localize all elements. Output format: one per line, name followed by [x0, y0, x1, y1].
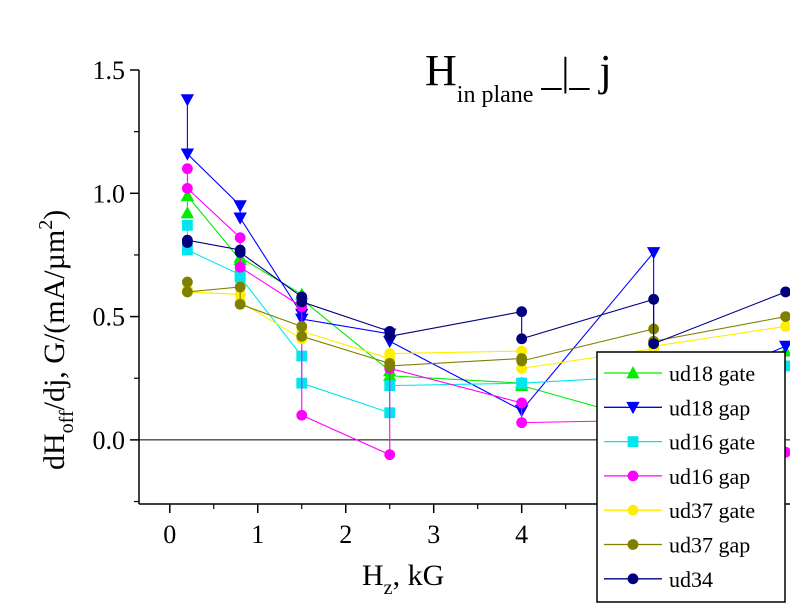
data-point: [648, 338, 660, 350]
y-axis-title-e: ): [38, 210, 71, 220]
legend: ud18 gate ud18 gap ud16 gate ud16 gap ud37 g…: [596, 351, 786, 603]
y-axis-title-c: /dj, G/(mA/µm: [38, 230, 71, 411]
data-point: [646, 247, 661, 260]
data-point: [384, 449, 396, 461]
data-point: [181, 219, 193, 231]
data-point: [180, 188, 195, 202]
x-tick-label: 3: [427, 520, 440, 549]
data-point: [180, 206, 195, 219]
data-point: [234, 232, 246, 244]
legend-marker: [627, 436, 639, 448]
legend-marker: [626, 366, 640, 379]
data-point: [648, 293, 660, 305]
legend-label: ud16 gap: [669, 464, 750, 489]
data-point: [181, 276, 193, 288]
data-point: [780, 321, 790, 332]
data-point: [516, 355, 528, 367]
data-point: [778, 340, 790, 354]
legend-label: ud16 gate: [669, 430, 755, 455]
data-point: [384, 348, 396, 359]
y-axis-title-d: 2: [35, 220, 57, 230]
data-point: [234, 261, 246, 273]
data-point: [233, 200, 247, 213]
data-point: [181, 182, 193, 194]
legend-marker: [627, 573, 639, 585]
data-point: [384, 360, 396, 372]
data-point: [296, 330, 308, 342]
data-point: [234, 247, 246, 258]
data-point: [516, 377, 528, 389]
data-point: [516, 417, 528, 429]
series-line: [186, 239, 786, 345]
data-point: [780, 311, 790, 322]
x-axis-title-sub: z: [384, 577, 393, 599]
data-point: [180, 94, 195, 107]
x-axis-title-main: H: [362, 559, 384, 592]
data-point: [180, 148, 195, 161]
x-tick-label: 2: [339, 520, 352, 549]
y-tick-label: 0.0: [93, 426, 126, 455]
data-point: [233, 212, 247, 225]
data-point: [234, 271, 246, 283]
y-tick-label: 1.5: [93, 56, 126, 85]
x-tick-label: 0: [163, 520, 176, 549]
annotation-j: j: [597, 46, 611, 95]
data-point: [296, 409, 308, 421]
x-axis-title: Hz, kG: [362, 559, 444, 599]
legend-marker: [627, 539, 639, 550]
data-point: [516, 333, 528, 345]
data-point: [516, 397, 528, 409]
legend-label: ud34: [669, 567, 713, 592]
data-point: [384, 330, 396, 342]
annotation-perp: _|_: [540, 49, 590, 94]
series-ud34: [181, 234, 790, 350]
y-axis-title-b: off: [56, 410, 78, 433]
data-point: [181, 163, 193, 175]
data-point: [181, 234, 193, 246]
legend-label: ud18 gate: [669, 361, 755, 386]
legend-marker: [626, 401, 640, 415]
data-point: [234, 298, 246, 310]
legend-label: ud37 gap: [669, 533, 750, 558]
y-tick-label: 1.0: [93, 179, 126, 208]
x-tick-label: 1: [251, 520, 264, 549]
annotation-h: H: [425, 46, 457, 95]
chart-annotation: Hin plane_|_ j: [425, 46, 612, 108]
data-point: [181, 286, 193, 298]
data-point: [296, 321, 308, 332]
y-axis-title-a: dH: [38, 433, 71, 470]
data-point: [516, 306, 528, 318]
data-point: [780, 286, 790, 298]
data-point: [296, 296, 308, 308]
legend-marker: [627, 504, 639, 516]
x-axis-title-rest: , kG: [393, 559, 445, 592]
legend-label: ud37 gate: [669, 498, 755, 523]
y-tick-label: 0.5: [93, 303, 126, 332]
legend-label: ud18 gap: [669, 395, 750, 420]
x-tick-label: 4: [515, 520, 528, 549]
legend-marker: [627, 470, 639, 482]
series-line: [186, 99, 786, 411]
annotation-sub: in plane: [457, 82, 534, 108]
y-axis-title: dHoff/dj, G/(mA/µm2): [35, 210, 78, 470]
data-point: [234, 281, 246, 293]
